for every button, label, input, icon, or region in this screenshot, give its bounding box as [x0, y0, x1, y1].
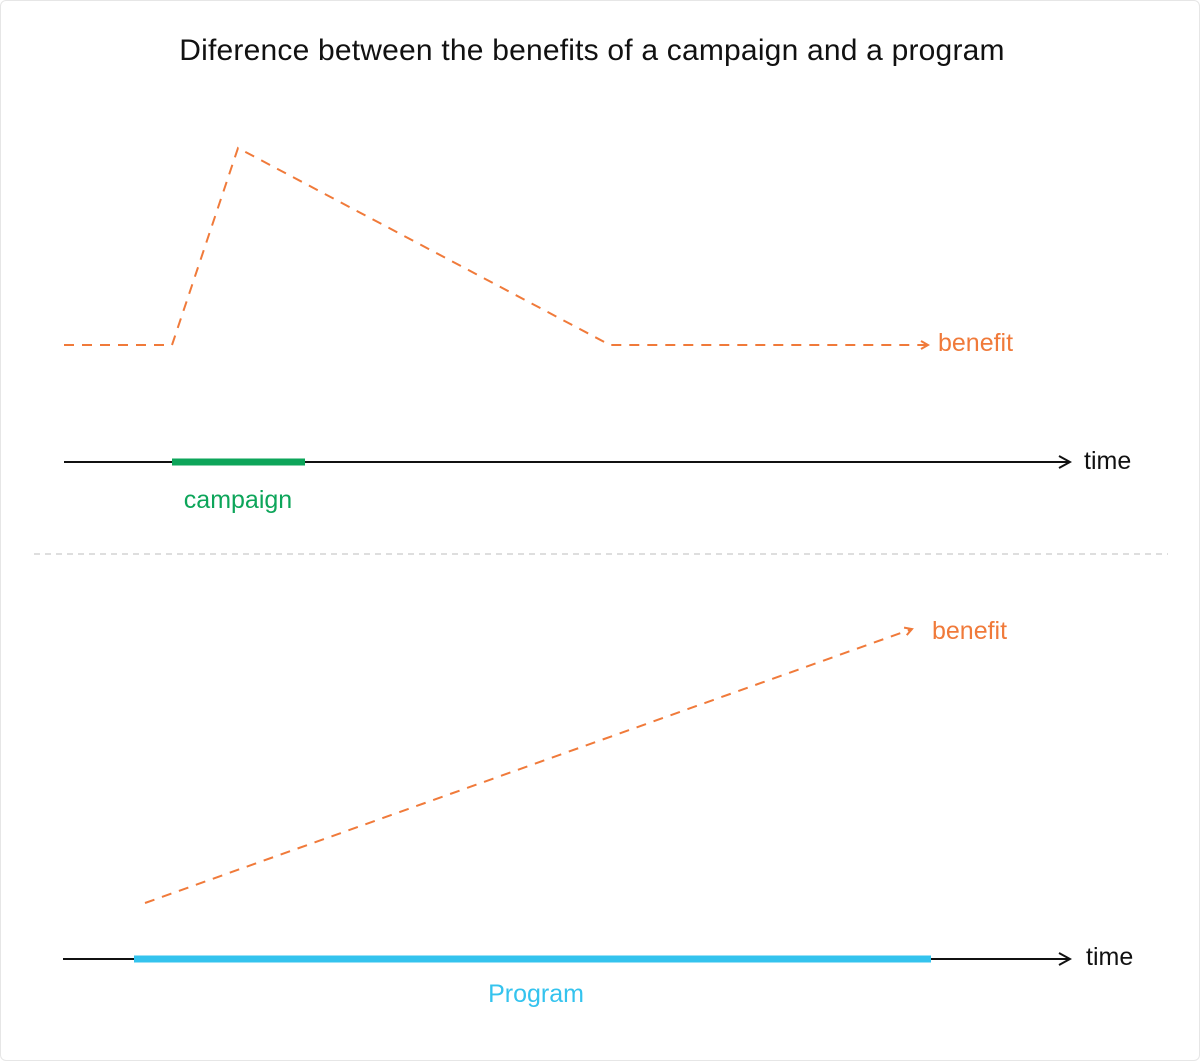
- campaign-panel: benefit time campaign: [64, 146, 1131, 514]
- program-benefit-curve: [144, 629, 912, 904]
- program-bar-label: Program: [488, 980, 584, 1008]
- campaign-benefit-label: benefit: [938, 329, 1013, 357]
- program-time-label: time: [1086, 943, 1133, 971]
- diagram-title: Diference between the benefits of a camp…: [179, 34, 1005, 67]
- campaign-benefit-curve: [64, 146, 928, 345]
- program-panel: benefit time Program: [63, 617, 1133, 1008]
- program-benefit-label: benefit: [932, 617, 1007, 645]
- campaign-bar-label: campaign: [184, 486, 292, 514]
- campaign-time-label: time: [1084, 447, 1131, 475]
